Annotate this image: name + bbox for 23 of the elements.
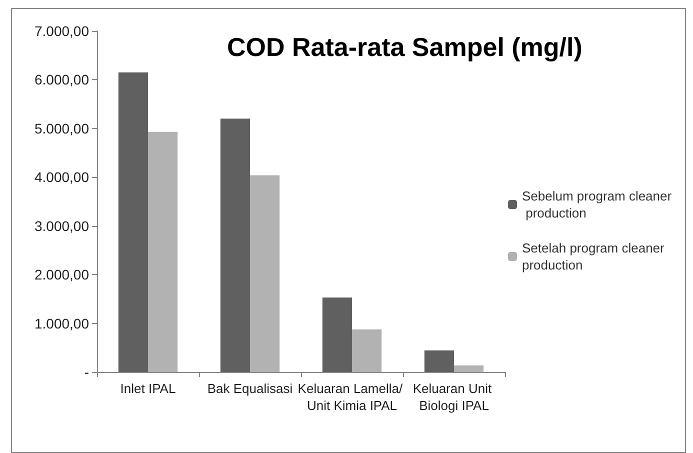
- y-tick-label: 7.000,00: [34, 23, 90, 39]
- y-tick-label: 6.000,00: [34, 72, 90, 88]
- y-tick-label: 1.000,00: [34, 315, 90, 332]
- bar: [322, 297, 352, 372]
- y-tick-label: 4.000,00: [34, 169, 90, 186]
- y-tick-label: 5.000,00: [34, 120, 90, 136]
- bar: [220, 118, 250, 372]
- bar: [352, 329, 382, 372]
- bar: [250, 175, 280, 372]
- y-tick-label: 3.000,00: [34, 218, 90, 234]
- y-tick-label: 2.000,00: [34, 266, 90, 283]
- legend-label: Sebelum program cleaner production: [522, 188, 672, 220]
- bar: [454, 365, 484, 372]
- bar: [424, 350, 454, 372]
- x-tick-label: Bak Equalisasi: [207, 381, 293, 396]
- bar: [148, 132, 178, 372]
- bar: [118, 72, 148, 372]
- y-tick-label: -: [84, 364, 90, 380]
- x-tick-label: Keluaran Unit Biologi IPAL: [412, 381, 496, 413]
- x-tick-label: Keluaran Lamella/ Unit Kimia IPAL: [298, 381, 406, 413]
- chart-title: COD Rata-rata Sampel (mg/l): [227, 32, 582, 62]
- x-tick-label: Inlet IPAL: [120, 381, 176, 396]
- legend-label: Setelah program cleaner production: [522, 240, 668, 272]
